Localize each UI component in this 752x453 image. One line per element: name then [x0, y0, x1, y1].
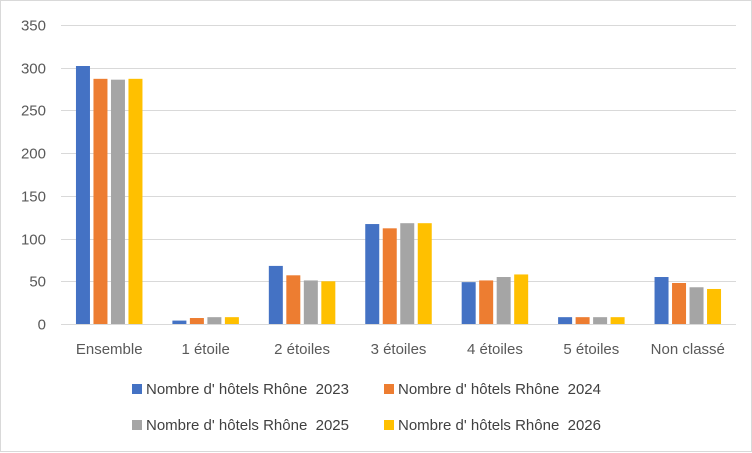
bar-3-2 — [207, 317, 222, 324]
bar-3-6 — [593, 317, 608, 324]
bar-3-3 — [303, 280, 318, 324]
legend-swatch — [132, 420, 142, 430]
bar-2-3 — [286, 275, 301, 324]
bar-4-2 — [224, 317, 239, 324]
bar-4-6 — [610, 317, 625, 324]
y-tick-label: 300 — [21, 61, 46, 78]
x-tick-label: Non classé — [651, 341, 725, 358]
bar-2-7 — [672, 282, 687, 324]
y-tick-label: 250 — [21, 103, 46, 120]
bar-2-1 — [93, 78, 108, 324]
legend-label: Nombre d' hôtels Rhône 2025 — [146, 417, 349, 434]
bar-3-7 — [689, 287, 704, 324]
bar-3-1 — [110, 79, 125, 324]
bar-1-1 — [75, 66, 90, 325]
bars — [75, 66, 722, 325]
y-tick-label: 100 — [21, 232, 46, 249]
bar-1-6 — [558, 317, 573, 324]
bar-4-4 — [417, 223, 432, 324]
bar-2-4 — [382, 228, 397, 324]
y-tick-label: 0 — [38, 317, 46, 334]
x-tick-label: 2 étoiles — [274, 341, 330, 358]
bar-2-5 — [479, 280, 494, 324]
x-tick-label: 3 étoiles — [371, 341, 427, 358]
bar-4-3 — [321, 281, 336, 324]
bar-1-7 — [654, 277, 669, 324]
legend-swatch — [384, 384, 394, 394]
legend: Nombre d' hôtels Rhône 2023 Nombre d' hôt… — [132, 381, 601, 434]
y-tick-label: 150 — [21, 189, 46, 206]
x-tick-label: Ensemble — [76, 341, 143, 358]
bar-3-5 — [496, 277, 511, 324]
x-tick-label: 5 étoiles — [563, 341, 619, 358]
x-axis: Ensemble 1 étoile 2 étoiles 3 étoiles 4 étoi… — [76, 341, 725, 358]
bar-1-3 — [268, 265, 283, 324]
x-tick-label: 4 étoiles — [467, 341, 523, 358]
bar-4-5 — [514, 274, 529, 324]
legend-label: Nombre d' hôtels Rhône 2023 — [146, 381, 349, 398]
legend-label: Nombre d' hôtels Rhône 2026 — [398, 417, 601, 434]
bar-1-5 — [461, 282, 476, 324]
bar-2-2 — [189, 318, 204, 324]
bar-3-4 — [400, 223, 415, 324]
bar-2-6 — [575, 317, 590, 324]
legend-label: Nombre d' hôtels Rhône 2024 — [398, 381, 601, 398]
gridlines — [61, 25, 736, 325]
legend-swatch — [132, 384, 142, 394]
y-tick-label: 350 — [21, 18, 46, 35]
y-axis: 0 50 100 150 200 250 300 350 — [21, 18, 46, 334]
legend-swatch — [384, 420, 394, 430]
y-tick-label: 200 — [21, 146, 46, 163]
bar-1-4 — [365, 224, 380, 324]
bar-4-1 — [128, 78, 143, 324]
bar-4-7 — [707, 288, 722, 324]
y-tick-label: 50 — [29, 274, 46, 291]
x-tick-label: 1 étoile — [181, 341, 229, 358]
bar-1-2 — [172, 320, 187, 324]
